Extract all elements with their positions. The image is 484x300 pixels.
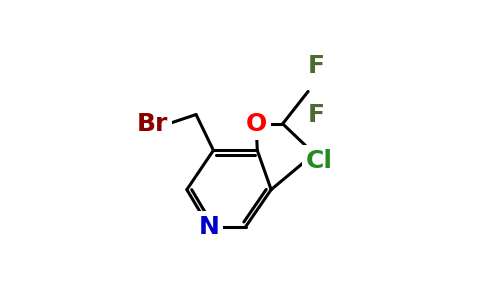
Text: N: N [198,214,219,239]
Text: F: F [308,54,325,78]
Text: Br: Br [137,112,168,136]
Text: F: F [308,103,325,127]
Text: Cl: Cl [306,149,333,173]
Text: O: O [245,112,267,136]
